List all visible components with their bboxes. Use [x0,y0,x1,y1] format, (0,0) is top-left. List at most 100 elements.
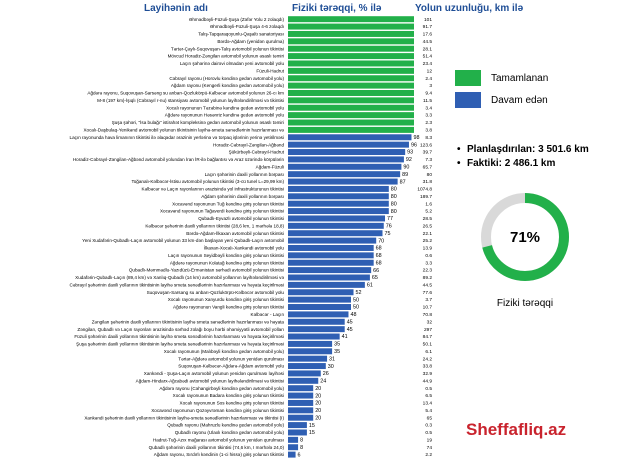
category-label: Ağdam-Hindarx-Ağcabədi avtomobil yolunun… [136,378,284,383]
length-value: 3.8 [425,128,432,134]
bar-value-label: 90 [403,165,409,171]
length-value: 51.4 [423,54,433,60]
bar-value-label: 6 [298,452,301,458]
category-label: Suqovuşan-Sarsang su anbarı-Qozlukörpü-K… [147,290,285,295]
category-label: Xocalı rayonunun (Malıbəyli kəndinə gedə… [164,349,285,354]
length-value: 91.7 [423,24,433,30]
category-label: Qubadlı rayonu (Ulaxlı kəndinə gedən avt… [175,430,285,435]
length-value: 123.6 [420,142,432,148]
length-value: 39.7 [423,150,433,156]
category-label: Qubadlı-Məmmədlu-Yazıdüzü-Ermənistan sər… [129,268,284,273]
category-label: Xocalı rayonunun Badara kəndinə giriş yo… [173,393,284,398]
bar [288,296,351,303]
bar [288,104,414,111]
bar [288,222,384,229]
category-label: Xocalı rayonunun Xanyurdu kəndinə giriş … [168,297,284,302]
bar [288,141,409,148]
category-label: Xankəndi - Şuşa-Laçın avtomobil yolunun … [144,371,284,376]
category-label: Horadiz-Cəbrayıl-Zəngilan-Ağbənd [213,142,284,147]
progress-donut-value: 71% [509,228,541,246]
length-value: 6.5 [425,393,432,399]
legend-completed: Tamamlanan [455,70,548,86]
bar-value-label: 26 [323,371,329,377]
bar-value-label: 8 [300,445,303,451]
bar [288,60,414,67]
category-label: Xocalı rayonunun Sos kəndinə giriş yolun… [180,401,284,406]
category-label: Xocavənd rayonunun Qozəyvrəman kəndinə g… [151,408,284,413]
bar [288,414,314,421]
bar [288,178,398,185]
category-label: Xocavənd rayonunun Tuğ kəndinə giriş yol… [172,201,284,206]
bar [288,348,333,355]
category-label: Xankəndi şəhərinin daxili yollarının tik… [84,415,284,420]
category-label: Kəlbəcər şəhərinin daxili yollarının tik… [145,223,284,228]
progress-donut-ring [481,193,569,281]
bar [288,215,386,222]
length-value: 0.5 [425,430,432,436]
length-value: 10.7 [423,305,433,311]
bar [288,407,314,414]
length-value: 23.4 [423,61,433,67]
category-label: Füzuli-Hadrut [256,68,284,73]
progress-donut: 71% [478,190,572,284]
length-value: 65.7 [423,164,433,170]
length-value: 70.8 [423,312,433,318]
bar [288,304,351,310]
bar [288,112,414,119]
bar [288,237,377,244]
bar-value-label: 50 [353,297,359,303]
category-label: Cəbrayıl şəhərinin daxili yollarının tik… [70,282,284,287]
progress-donut-label: Fiziki tərəqqi [496,298,554,309]
bullet-icon: • [457,144,461,155]
legend-ongoing-label: Davam edən [491,94,548,106]
bar-value-label: 45 [347,327,353,333]
bar [288,163,402,170]
length-value: 9.4 [425,91,432,97]
category-label: Mövcud Horadiz-Zəngilan avtomobil yolunu… [168,54,284,59]
length-value: 44.5 [423,39,433,45]
category-label: Bərdə-Ağdam-İlkaxan avtomobil yolunun ti… [186,230,284,236]
bar [288,97,414,104]
bar [288,259,374,266]
bar-value-label: 80 [391,201,397,207]
length-value: 50.1 [423,342,433,348]
length-value: 80 [427,172,433,178]
bar-value-label: 68 [376,253,382,259]
length-value: 11.5 [423,98,432,104]
category-label: Zəngilan şəhərinin daxili yollarının tik… [92,319,285,324]
bar-value-label: 80 [391,209,397,215]
bar [288,370,321,377]
bar [288,200,389,207]
category-label: Xocavənd rayonunun Tağaverdi kəndinə gir… [160,209,284,214]
bar-value-label: 35 [334,349,340,355]
bar-value-label: 20 [315,386,321,392]
category-label: Xocalı rayonunun Təzəbinə kəndinə gedən … [166,105,284,110]
length-value: 8.3 [425,135,432,141]
bar [288,23,414,30]
bar-value-label: 96 [411,142,417,148]
header-progress: Fiziki tərəqqi, % ilə [292,3,382,14]
category-label: Ağdərə rayonunun Həsənriz kəndinə gedən … [165,113,285,118]
category-label: Horadiz-Cəbrayıl-Zəngilan-Ağbənd avtomob… [73,156,285,162]
length-value: 33.8 [423,364,433,370]
bar-value-label: 70 [378,238,384,244]
bar-value-label: 8 [300,438,303,444]
length-value: 31.8 [423,179,433,185]
category-label: Qubadlı-Eyvazlı avtomobil yolunun tikint… [198,216,284,221]
bar [288,399,314,406]
bar [288,385,314,392]
bar [288,38,414,45]
bar [288,244,374,251]
bar-value-label: 48 [350,312,356,318]
length-value: 3.7 [425,297,432,303]
length-value: 297 [424,327,432,333]
bar [288,16,414,23]
length-value: 74 [427,445,433,451]
length-value: 3 [429,83,432,89]
length-value: 0.5 [425,386,432,392]
category-label: Füzuli şəhərinin daxili yollarının tikin… [74,334,284,339]
length-value: 28.5 [423,216,433,222]
bar-value-label: 41 [342,334,348,340]
category-label: Qubadlı şəhərinin daxili yollarının tiki… [149,445,285,450]
bar [288,281,365,288]
